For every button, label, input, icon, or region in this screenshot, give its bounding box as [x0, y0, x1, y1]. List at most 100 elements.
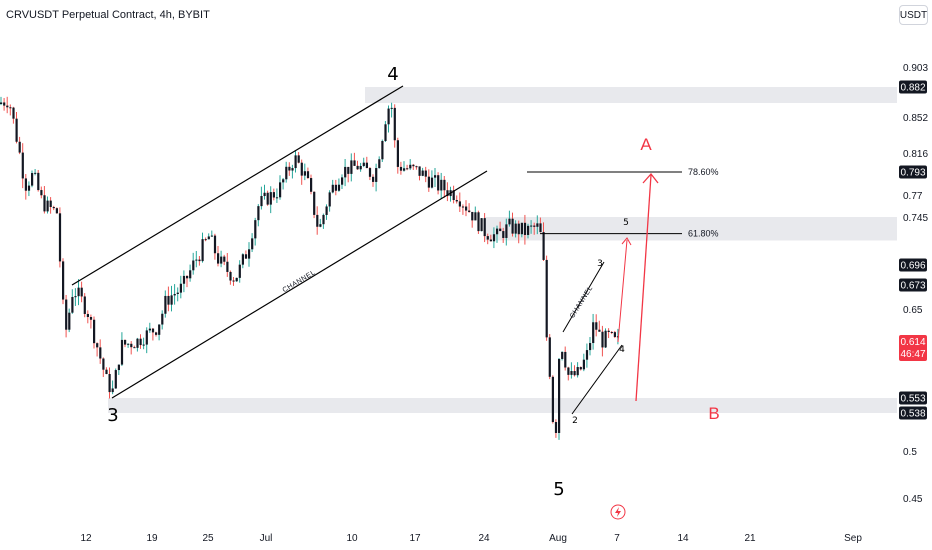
candle	[579, 366, 582, 371]
candle-body	[279, 182, 282, 198]
candle	[12, 106, 15, 124]
candle-body	[71, 296, 74, 313]
candle	[492, 227, 496, 249]
candle	[201, 232, 204, 263]
candle-body	[322, 214, 325, 225]
candle-body	[275, 197, 279, 199]
candle	[554, 419, 558, 438]
candle	[192, 252, 195, 275]
candle	[461, 204, 465, 215]
candle	[595, 314, 598, 337]
candle-body	[248, 249, 251, 259]
candle	[182, 270, 186, 293]
candle	[542, 222, 545, 262]
candle-body	[579, 367, 582, 370]
candle	[34, 169, 37, 176]
candle	[244, 250, 248, 259]
candle	[127, 343, 130, 348]
candle-body	[189, 270, 192, 279]
candle	[263, 184, 266, 200]
lightning-icon	[610, 504, 626, 520]
candle-body	[257, 206, 260, 221]
price-tick-3: 0.77	[903, 191, 923, 202]
candle-body	[136, 338, 139, 348]
price-label-2: 0.696	[900, 261, 925, 272]
candle-body	[167, 295, 170, 305]
candle	[139, 334, 142, 349]
candle-body	[613, 332, 616, 337]
candle	[607, 328, 610, 339]
sub-wave-label-3: 3	[597, 259, 603, 269]
candle	[251, 233, 254, 253]
candle	[133, 345, 136, 349]
candle-body	[86, 313, 89, 317]
candle	[111, 380, 114, 395]
candle-body	[310, 178, 313, 192]
candle-body	[430, 177, 434, 188]
price-label-bg-0	[899, 80, 927, 94]
candle-body	[437, 175, 440, 191]
candle-body	[226, 261, 229, 272]
candle-body	[102, 358, 105, 370]
small-channel-upper-line	[562, 261, 605, 333]
candle	[412, 163, 415, 170]
candle	[328, 190, 331, 212]
candle-body	[294, 155, 297, 169]
candle-body	[545, 259, 548, 338]
candle	[288, 162, 291, 176]
candle	[297, 152, 300, 164]
candle-body	[362, 162, 365, 166]
price-tick-1: 0.852	[903, 113, 928, 124]
candle	[300, 159, 303, 185]
candle	[136, 337, 139, 352]
candle-body	[585, 350, 589, 360]
small-channel-label: CHANNEL	[569, 285, 595, 320]
candle	[613, 330, 616, 339]
candle-body	[424, 170, 427, 177]
candle-body	[551, 376, 554, 423]
candle	[514, 220, 517, 238]
candle-body	[161, 313, 164, 325]
candle-body	[443, 179, 446, 191]
candle-body	[201, 239, 204, 262]
sub-wave-label-5: 5	[623, 218, 629, 228]
price-tick-0: 0.903	[903, 63, 928, 74]
candle-body	[589, 343, 592, 351]
projection-arrow-major	[642, 172, 659, 184]
candle-body	[297, 155, 300, 163]
candle	[421, 167, 424, 177]
candle	[344, 158, 347, 187]
candle-body	[390, 107, 393, 109]
candle	[561, 351, 564, 361]
candle	[167, 286, 170, 312]
candle	[21, 143, 24, 189]
candle-body	[238, 264, 241, 278]
candle	[6, 96, 9, 114]
candle	[427, 169, 430, 192]
candle	[291, 164, 294, 179]
candle-body	[120, 339, 124, 365]
candle-body	[341, 177, 344, 185]
candle-body	[285, 166, 288, 180]
candle	[254, 217, 257, 246]
candle-body	[195, 259, 198, 261]
candle-body	[68, 312, 71, 330]
candle	[9, 104, 12, 116]
candle-body	[319, 224, 322, 227]
candle-body	[461, 206, 465, 208]
candle-body	[523, 222, 527, 235]
candle-body	[40, 190, 43, 196]
candle-body	[192, 260, 195, 271]
candle	[576, 362, 579, 378]
candle-body	[272, 192, 275, 198]
candle-body	[489, 239, 492, 242]
candle	[238, 260, 241, 283]
candle	[207, 233, 210, 240]
candle-body	[455, 200, 458, 202]
currency-button[interactable]: USDT	[899, 5, 928, 25]
candle-body	[288, 166, 291, 171]
small-channel-lower-line	[571, 344, 623, 415]
candle-body	[49, 200, 52, 208]
